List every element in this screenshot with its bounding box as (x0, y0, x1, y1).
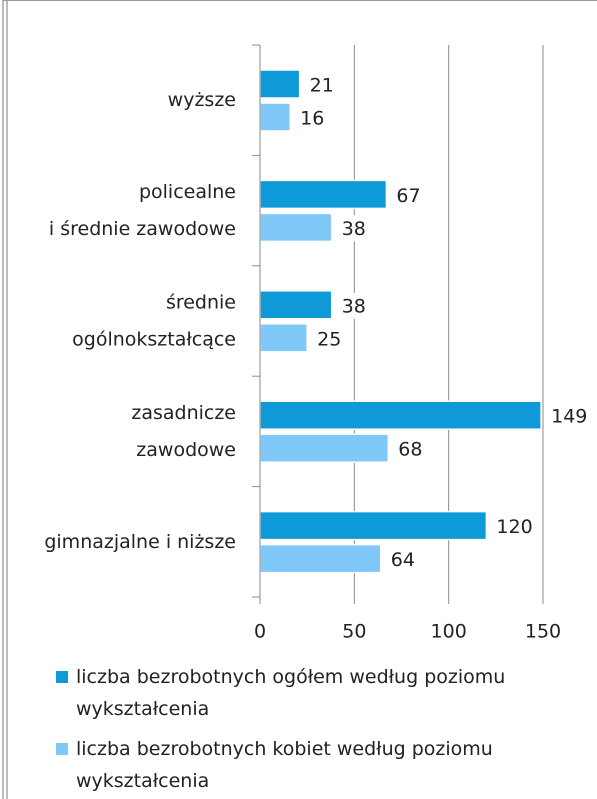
bar (259, 179, 388, 210)
data-label: 38 (342, 218, 366, 240)
legend-swatch (56, 743, 68, 755)
label-line: policealne (139, 181, 236, 203)
x-tick-label: 0 (254, 621, 266, 643)
label-box (294, 105, 331, 131)
x-tick-label: 150 (525, 621, 561, 643)
label-box (545, 403, 594, 430)
data-label: 120 (496, 516, 532, 538)
legend-label: liczba bezrobotnych ogółem według poziom… (76, 666, 505, 720)
data-label: 38 (342, 295, 366, 317)
data-label: 16 (300, 108, 324, 130)
label-line: wykształcenia (76, 770, 209, 792)
data-label: 68 (398, 439, 422, 461)
y-tick-label: wyższe (168, 89, 236, 111)
bar (259, 323, 308, 353)
data-label: 67 (396, 185, 420, 207)
data-label: 64 (391, 549, 415, 571)
y-tick-label: policealne i średnie zawodowe (49, 181, 236, 240)
label-line: zawodowe (136, 438, 236, 460)
bar (259, 69, 301, 99)
bar (259, 290, 333, 320)
label-line: zasadnicze (131, 401, 236, 423)
x-tick-label: 100 (431, 621, 467, 643)
legend-swatch (56, 671, 68, 683)
label-line: wykształcenia (76, 698, 209, 720)
bar (259, 543, 382, 574)
bar (259, 433, 390, 463)
bar (259, 102, 291, 132)
label-line: gimnazjalne i niższe (44, 530, 236, 552)
label-box (490, 513, 539, 540)
y-tick-label: gimnazjalne i niższe (44, 530, 236, 552)
label-line: średnie (166, 291, 236, 313)
label-box (311, 325, 348, 352)
label-line: ogólnokształcące (72, 328, 236, 350)
bar (259, 510, 488, 541)
bar (259, 400, 542, 430)
label-box (335, 292, 372, 319)
label-box (390, 182, 427, 209)
label-box (303, 72, 340, 98)
data-label: 25 (317, 328, 341, 350)
label-box (392, 436, 429, 463)
y-tick-label: zasadnicze zawodowe (131, 401, 236, 460)
x-tick-label: 50 (342, 621, 366, 643)
bar (259, 212, 333, 243)
label-line: liczba bezrobotnych kobiet według poziom… (76, 738, 493, 760)
label-line: wyższe (168, 89, 236, 111)
label-line: liczba bezrobotnych ogółem według poziom… (76, 666, 505, 688)
legend-label: liczba bezrobotnych kobiet według poziom… (76, 738, 493, 792)
label-box (384, 546, 421, 573)
data-label: 149 (551, 406, 587, 428)
data-label: 21 (310, 75, 334, 97)
label-box (335, 215, 372, 242)
label-line: i średnie zawodowe (49, 218, 236, 240)
y-tick-label: średnie ogólnokształcące (72, 291, 236, 350)
